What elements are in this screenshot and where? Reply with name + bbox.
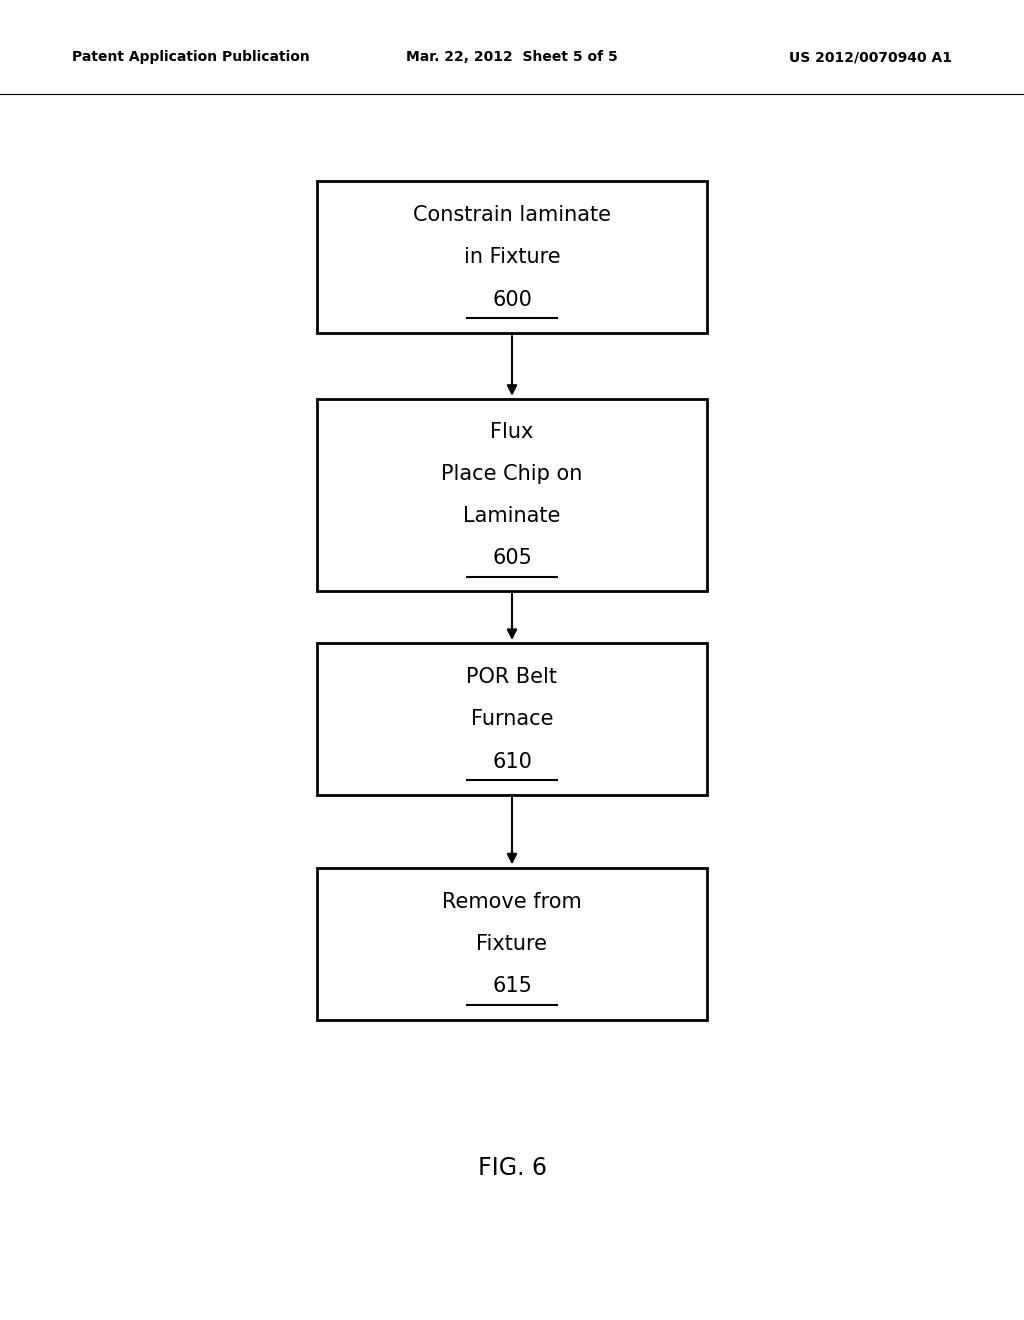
Text: 605: 605 — [493, 548, 531, 569]
Bar — [317, 869, 707, 1020]
Text: Furnace: Furnace — [471, 709, 553, 730]
Text: Mar. 22, 2012  Sheet 5 of 5: Mar. 22, 2012 Sheet 5 of 5 — [407, 50, 617, 65]
Text: Place Chip on: Place Chip on — [441, 463, 583, 484]
Text: 600: 600 — [493, 289, 531, 310]
Text: Remove from: Remove from — [442, 891, 582, 912]
Text: 615: 615 — [493, 975, 531, 997]
Text: POR Belt: POR Belt — [467, 667, 557, 688]
Text: Flux: Flux — [490, 421, 534, 442]
Bar — [317, 399, 707, 591]
Text: FIG. 6: FIG. 6 — [477, 1156, 547, 1180]
Text: Laminate: Laminate — [463, 506, 561, 527]
Text: Fixture: Fixture — [476, 933, 548, 954]
Text: in Fixture: in Fixture — [464, 247, 560, 268]
Text: Patent Application Publication: Patent Application Publication — [72, 50, 309, 65]
Bar — [317, 181, 707, 333]
Bar — [317, 643, 707, 795]
Text: Constrain laminate: Constrain laminate — [413, 205, 611, 226]
Text: 610: 610 — [493, 751, 531, 772]
Text: US 2012/0070940 A1: US 2012/0070940 A1 — [790, 50, 952, 65]
